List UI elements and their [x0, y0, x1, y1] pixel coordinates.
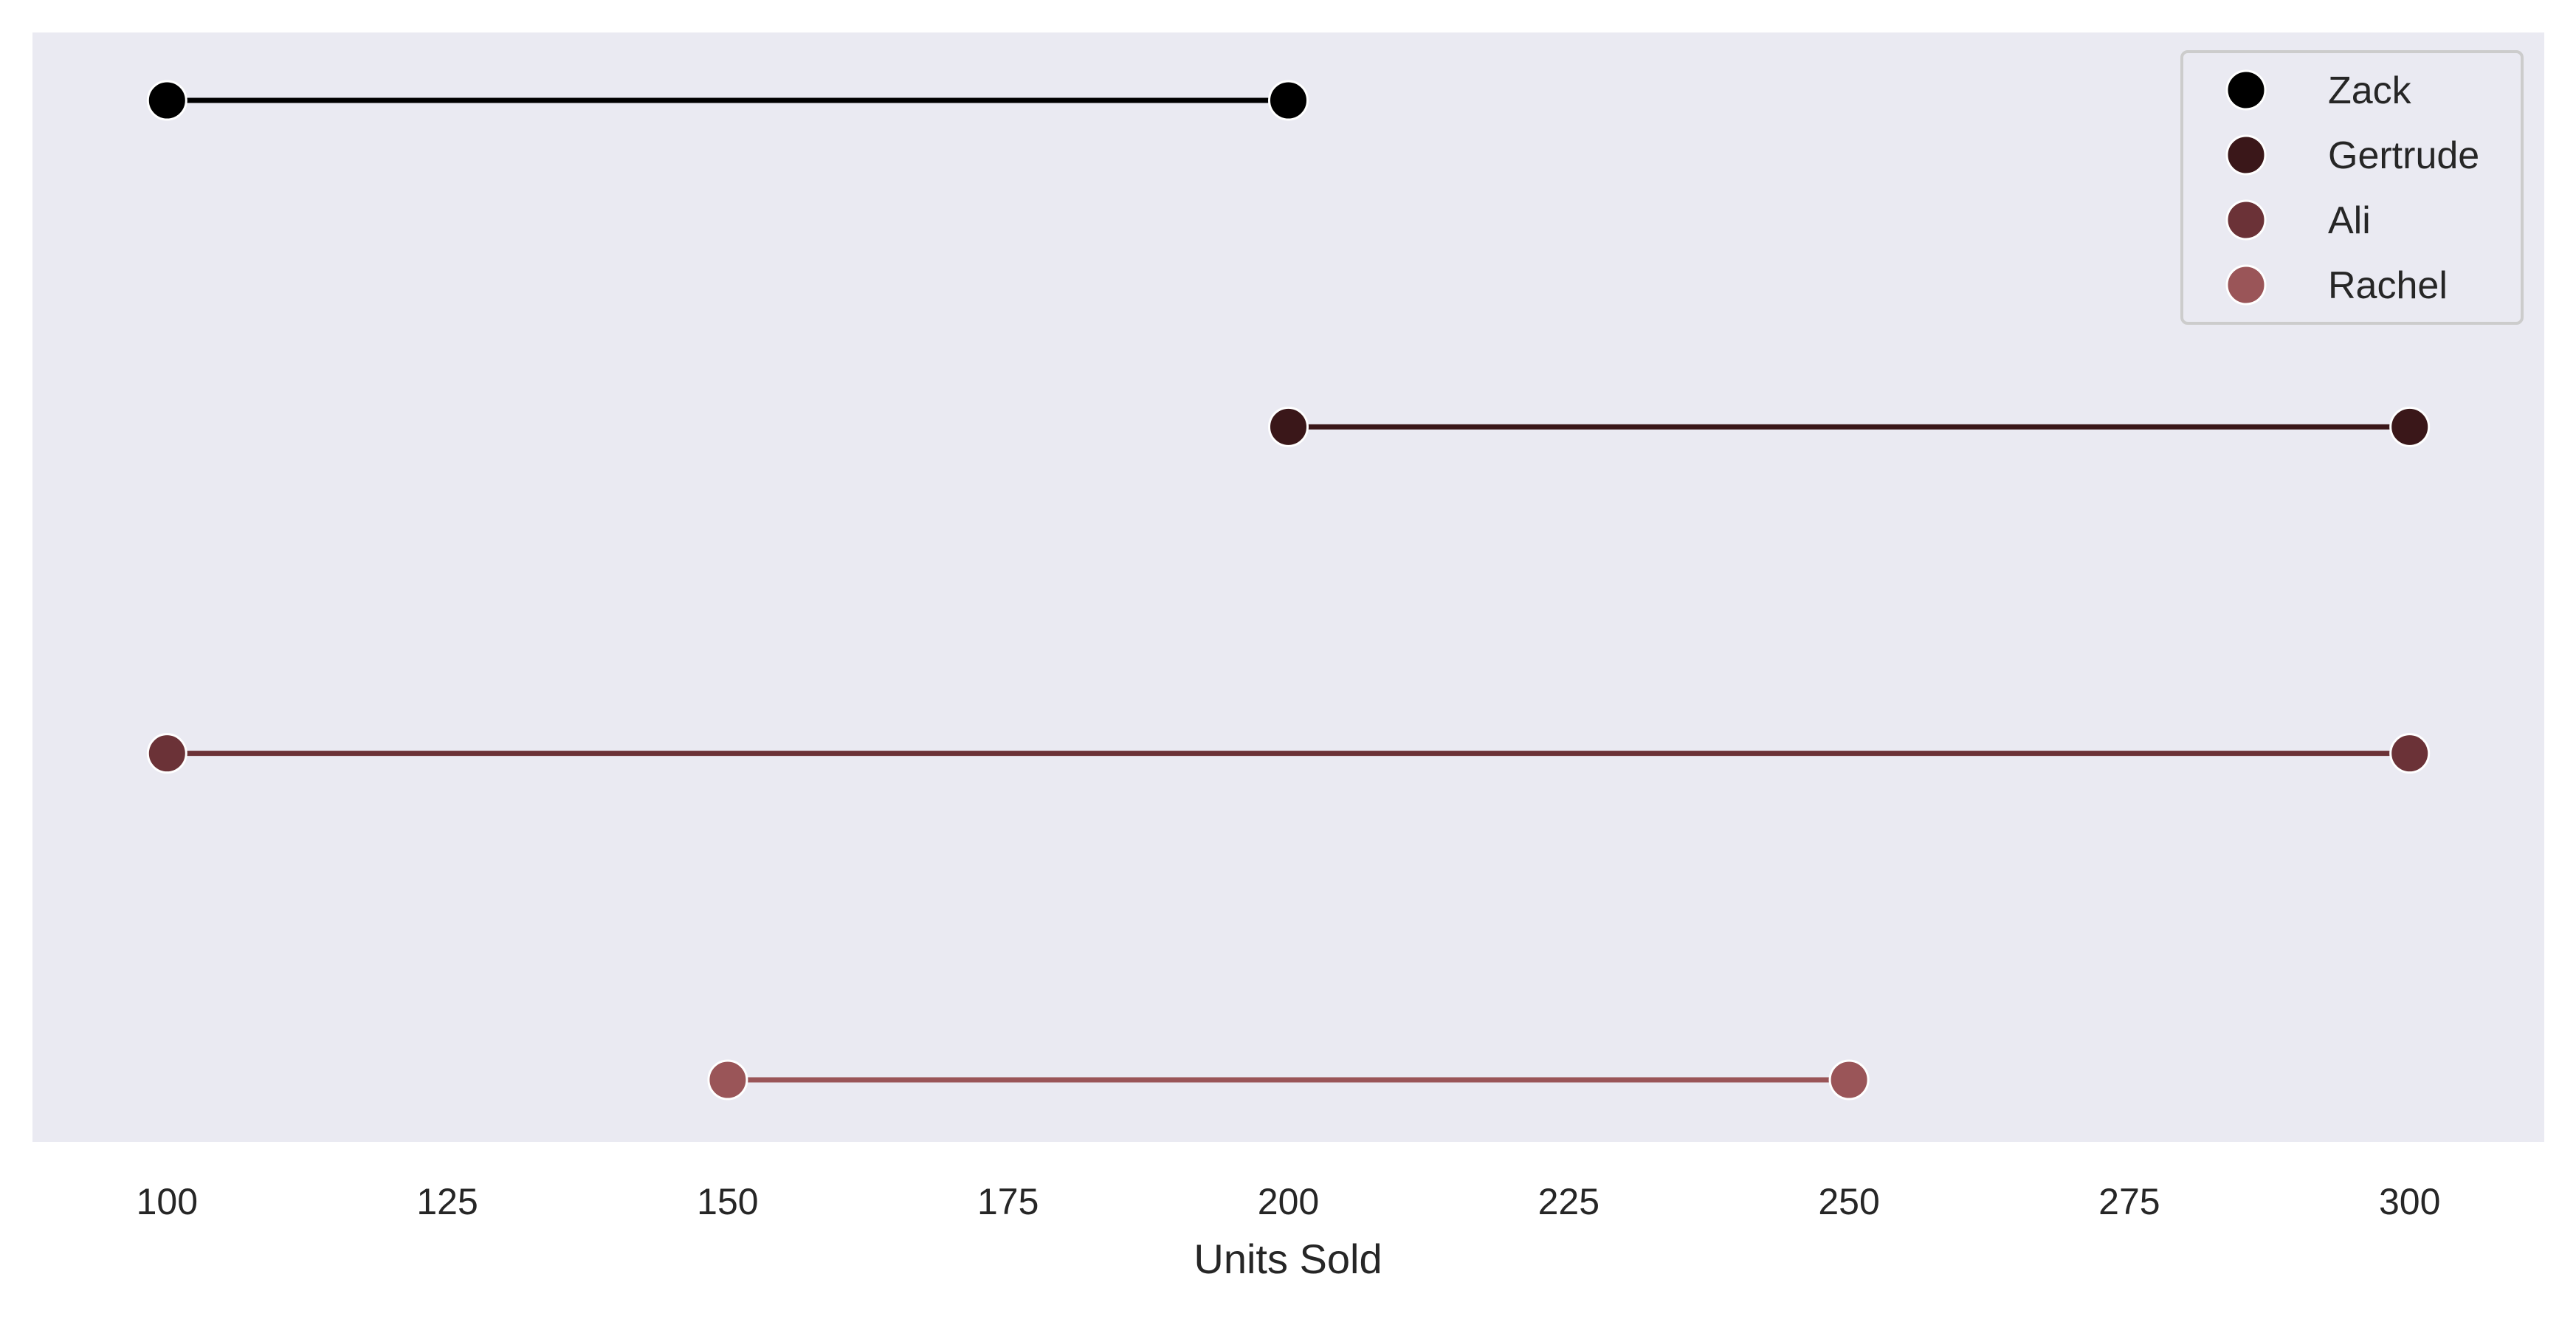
legend-label: Rachel: [2328, 264, 2448, 307]
x-axis-ticks: 100 125 150 175 200 225 250 275 300: [137, 1181, 2441, 1222]
plot-area-background: [32, 32, 2544, 1142]
legend-marker: [2225, 264, 2267, 306]
x-axis-label: Units Sold: [1194, 1236, 1382, 1282]
x-tick-label: 150: [697, 1181, 758, 1222]
dumbbell-end-point: [1268, 80, 1309, 121]
dumbbell-zack: [146, 80, 1309, 121]
dumbbell-start-point: [707, 1059, 748, 1101]
legend-marker: [2225, 69, 2267, 111]
legend-box: [2180, 50, 2524, 325]
dumbbell-end-point: [2389, 733, 2431, 774]
x-tick-label: 125: [416, 1181, 478, 1222]
legend-label: Gertrude: [2328, 134, 2479, 177]
legend-marker: [2225, 134, 2267, 176]
x-tick-label: 225: [1538, 1181, 1599, 1222]
legend-label: Ali: [2328, 199, 2371, 242]
x-tick-label: 100: [137, 1181, 198, 1222]
dumbbell-rachel: [707, 1059, 1870, 1101]
x-tick-label: 175: [977, 1181, 1039, 1222]
dumbbell-gertrude: [1268, 406, 2431, 447]
dumbbell-ali: [146, 733, 2431, 774]
dumbbell-start-point: [1268, 406, 1309, 447]
legend-label: Zack: [2328, 69, 2412, 112]
dumbbell-start-point: [146, 733, 187, 774]
x-tick-label: 200: [1258, 1181, 1319, 1222]
dumbbell-marks: [146, 80, 2431, 1101]
dumbbell-end-point: [1828, 1059, 1870, 1101]
x-tick-label: 250: [1818, 1181, 1879, 1222]
legend: Zack Gertrude Ali Rachel: [2180, 50, 2524, 325]
dumbbell-end-point: [2389, 406, 2431, 447]
x-tick-label: 300: [2379, 1181, 2440, 1222]
legend-marker: [2225, 199, 2267, 241]
dumbbell-start-point: [146, 80, 187, 121]
x-tick-label: 275: [2098, 1181, 2160, 1222]
